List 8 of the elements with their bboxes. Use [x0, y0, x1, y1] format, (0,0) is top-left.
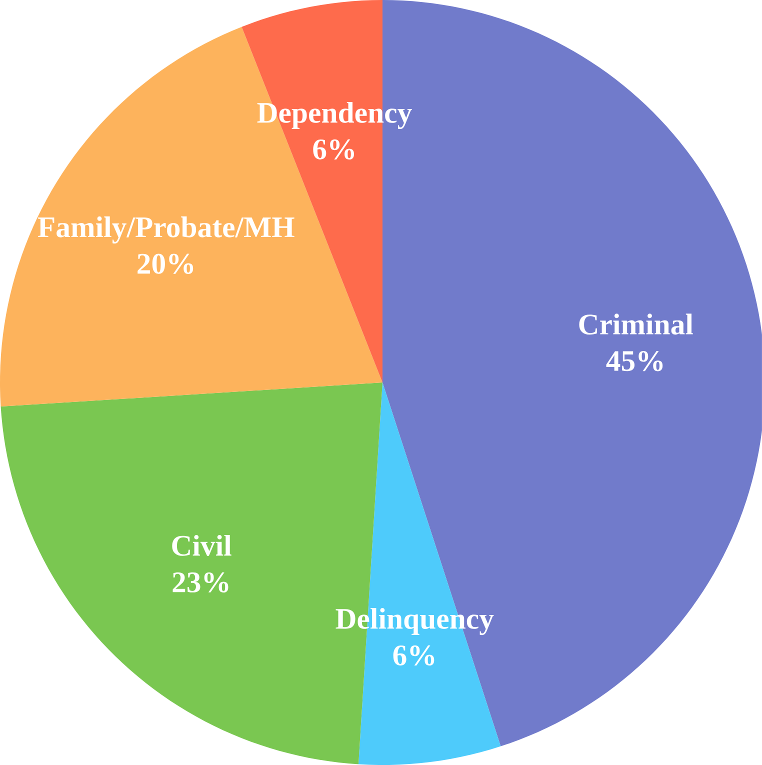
- data-label: 6%: [393, 645, 434, 666]
- slice-label: Family/Probate/MH: [38, 216, 294, 244]
- data-label: 23%: [172, 572, 228, 592]
- slice-label: Criminal: [579, 314, 694, 335]
- data-label: 20%: [138, 254, 194, 274]
- data-label: 6%: [313, 139, 354, 160]
- data-label: 45%: [606, 351, 663, 372]
- slice-label: Civil: [172, 534, 232, 556]
